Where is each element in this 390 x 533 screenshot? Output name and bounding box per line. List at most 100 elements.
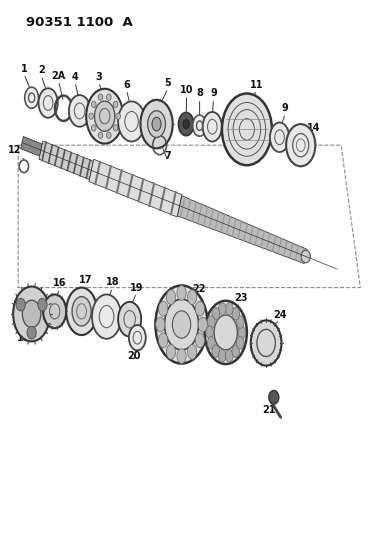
Text: 8: 8 [196, 88, 203, 99]
Ellipse shape [198, 317, 207, 332]
Text: 22: 22 [192, 284, 206, 294]
Ellipse shape [206, 326, 214, 339]
Ellipse shape [207, 336, 215, 349]
Ellipse shape [236, 316, 244, 328]
Ellipse shape [129, 325, 146, 350]
Text: 2: 2 [38, 65, 44, 75]
Circle shape [89, 113, 94, 119]
Circle shape [91, 125, 96, 131]
Polygon shape [21, 136, 42, 156]
Ellipse shape [212, 308, 220, 320]
Text: 4: 4 [72, 71, 78, 82]
Text: 90351 1100  A: 90351 1100 A [26, 16, 133, 29]
Ellipse shape [94, 101, 115, 131]
Text: 9: 9 [282, 103, 289, 114]
Ellipse shape [203, 112, 222, 141]
Ellipse shape [155, 286, 208, 364]
Circle shape [91, 101, 96, 108]
Ellipse shape [172, 311, 191, 338]
Ellipse shape [148, 111, 165, 138]
Ellipse shape [118, 302, 141, 337]
Ellipse shape [72, 297, 91, 326]
Text: 7: 7 [165, 151, 172, 161]
Ellipse shape [225, 350, 233, 362]
Text: 13: 13 [142, 182, 156, 192]
Ellipse shape [270, 123, 289, 152]
Ellipse shape [177, 286, 186, 300]
Polygon shape [89, 159, 182, 217]
Ellipse shape [222, 93, 272, 165]
Text: 9: 9 [210, 88, 217, 99]
Ellipse shape [177, 349, 186, 364]
Ellipse shape [212, 345, 220, 358]
Circle shape [106, 132, 111, 139]
Ellipse shape [195, 333, 204, 348]
Text: 20: 20 [128, 351, 141, 361]
Text: 21: 21 [262, 405, 276, 415]
Ellipse shape [188, 290, 197, 304]
Ellipse shape [86, 89, 123, 143]
Ellipse shape [195, 301, 204, 316]
Circle shape [106, 94, 111, 100]
Ellipse shape [118, 101, 145, 141]
Ellipse shape [238, 326, 246, 339]
Ellipse shape [232, 308, 239, 320]
Ellipse shape [218, 303, 226, 316]
Text: 17: 17 [79, 274, 92, 285]
Text: 2A: 2A [51, 70, 66, 80]
Text: 19: 19 [130, 282, 143, 293]
Circle shape [98, 132, 103, 139]
Circle shape [38, 298, 47, 311]
Circle shape [16, 298, 25, 311]
Text: 1: 1 [21, 64, 27, 74]
Text: 5: 5 [165, 78, 172, 88]
Ellipse shape [236, 336, 244, 349]
Circle shape [27, 326, 36, 339]
Ellipse shape [39, 88, 58, 118]
Ellipse shape [286, 124, 316, 166]
Text: 16: 16 [53, 278, 66, 288]
Ellipse shape [218, 350, 226, 362]
Text: 23: 23 [234, 293, 248, 303]
Text: 24: 24 [274, 310, 287, 320]
Circle shape [116, 113, 121, 119]
Ellipse shape [156, 317, 165, 332]
Text: 14: 14 [307, 123, 320, 133]
Ellipse shape [140, 100, 173, 148]
Circle shape [301, 250, 310, 263]
Ellipse shape [25, 87, 39, 108]
Polygon shape [39, 141, 93, 180]
Ellipse shape [167, 290, 176, 304]
Circle shape [98, 94, 103, 100]
Ellipse shape [165, 299, 199, 350]
Text: 15: 15 [17, 333, 31, 343]
Text: 6: 6 [123, 79, 130, 90]
Ellipse shape [167, 344, 176, 359]
Ellipse shape [251, 320, 282, 366]
Polygon shape [177, 196, 307, 263]
Text: 11: 11 [250, 79, 263, 90]
Circle shape [269, 391, 279, 404]
Ellipse shape [179, 112, 194, 136]
Circle shape [113, 125, 118, 131]
Circle shape [113, 101, 118, 108]
Ellipse shape [225, 303, 233, 316]
Text: 12: 12 [8, 146, 22, 156]
Ellipse shape [214, 315, 238, 350]
Text: 10: 10 [180, 85, 193, 95]
Text: 18: 18 [106, 277, 119, 287]
Ellipse shape [183, 119, 189, 129]
Ellipse shape [43, 294, 66, 328]
Ellipse shape [66, 288, 97, 335]
Ellipse shape [92, 294, 121, 339]
Ellipse shape [188, 344, 197, 359]
Ellipse shape [159, 333, 168, 348]
Ellipse shape [232, 345, 239, 358]
Ellipse shape [159, 301, 168, 316]
Ellipse shape [205, 301, 247, 364]
Ellipse shape [69, 95, 90, 127]
Ellipse shape [13, 287, 50, 342]
Ellipse shape [207, 316, 215, 328]
Text: 3: 3 [96, 71, 102, 82]
Ellipse shape [152, 117, 161, 131]
